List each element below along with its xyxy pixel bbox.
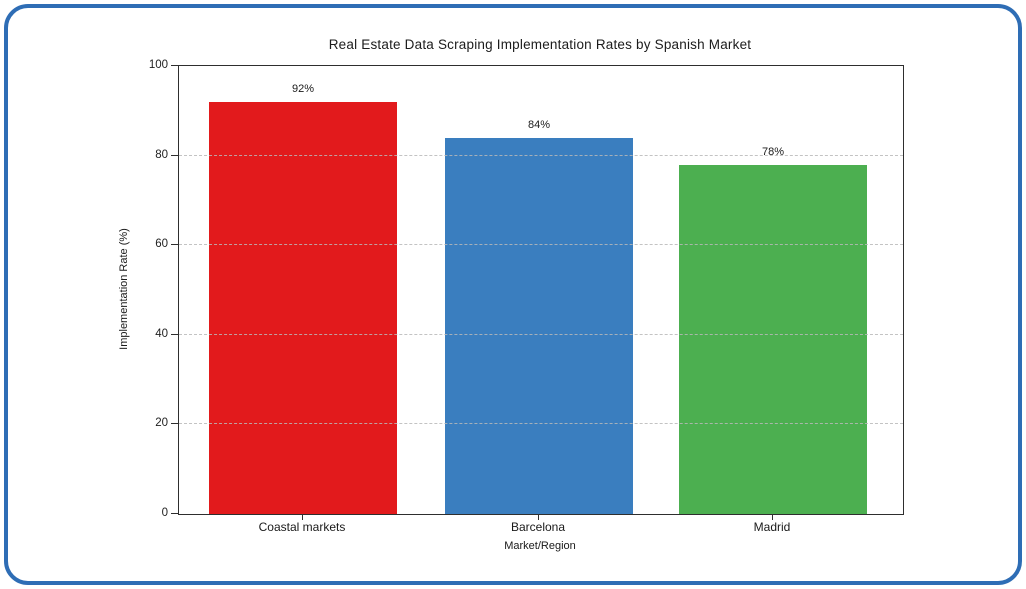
bar-value-label: 78%	[761, 146, 785, 158]
y-tick-mark	[171, 334, 178, 335]
x-tick-mark	[538, 514, 539, 520]
y-tick-label-20: 20	[155, 417, 168, 429]
chart-title: Real Estate Data Scraping Implementation…	[328, 37, 752, 52]
gridline-80	[179, 154, 903, 156]
x-axis-title: Market/Region	[504, 540, 576, 552]
bar-value-label: 92%	[291, 83, 315, 95]
y-tick-label-80: 80	[155, 149, 168, 161]
y-tick-label-100: 100	[148, 59, 168, 71]
y-tick-mark	[171, 155, 178, 156]
x-tick-label-barcelona: Barcelona	[510, 520, 566, 534]
y-tick-label-0: 0	[161, 507, 168, 519]
bar-barcelona	[445, 138, 633, 514]
bar-coastal-markets	[209, 102, 397, 514]
y-tick-label-60: 60	[155, 238, 168, 250]
x-tick-label-coastal-markets: Coastal markets	[258, 520, 346, 534]
bar-value-label: 84%	[527, 119, 551, 131]
plot-area: 92% 84% 78%	[178, 65, 904, 515]
gridline-20	[179, 423, 903, 425]
y-axis-title: Implementation Rate (%)	[118, 228, 130, 350]
y-tick-mark	[171, 244, 178, 245]
y-tick-mark	[171, 65, 178, 66]
x-tick-mark	[302, 514, 303, 520]
y-tick-mark	[171, 513, 178, 514]
x-tick-label-madrid: Madrid	[753, 520, 791, 534]
gridline-40	[179, 333, 903, 335]
x-tick-mark	[772, 514, 773, 520]
y-tick-label-40: 40	[155, 328, 168, 340]
y-tick-mark	[171, 423, 178, 424]
gridline-60	[179, 244, 903, 246]
bar-madrid	[679, 165, 867, 514]
